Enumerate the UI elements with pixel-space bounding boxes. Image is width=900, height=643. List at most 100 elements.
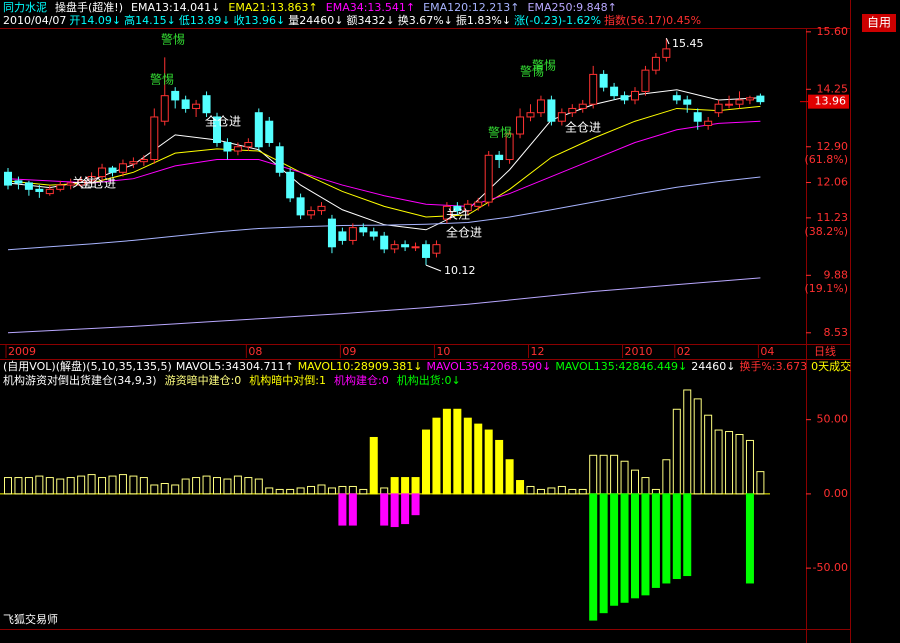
indicator-bar bbox=[610, 493, 619, 606]
x-tick-label: 2010 bbox=[625, 345, 653, 358]
candle-body bbox=[77, 180, 86, 186]
indicator-bar bbox=[505, 459, 514, 495]
quote-item: 低13.89↓ bbox=[179, 14, 231, 27]
candle-body bbox=[192, 103, 201, 109]
indicator-bar bbox=[348, 493, 357, 526]
indicator-bar bbox=[651, 493, 660, 588]
x-tick-label: 09 bbox=[342, 345, 356, 358]
indicator-bar bbox=[474, 423, 483, 495]
ma-readout: EMA13:14.041↓ bbox=[131, 1, 220, 14]
candle-body bbox=[578, 103, 587, 109]
candle-body bbox=[432, 244, 441, 254]
indicator-bar bbox=[557, 485, 566, 495]
indicator-bar bbox=[453, 408, 462, 495]
indicator-bar bbox=[275, 488, 284, 495]
indicator-bar bbox=[516, 480, 525, 495]
candle-body bbox=[484, 154, 493, 203]
candle-body bbox=[672, 95, 681, 101]
indicator-bar bbox=[202, 475, 211, 495]
candle-body bbox=[474, 201, 483, 207]
candle-body bbox=[254, 112, 263, 148]
signal-label: 全仓进 bbox=[565, 120, 601, 135]
quote-item: 换3.67%↓ bbox=[398, 13, 453, 27]
candle-body bbox=[4, 171, 12, 186]
ma-line bbox=[7, 105, 761, 218]
indicator-bar bbox=[87, 474, 96, 495]
vol-readout: MAVOL35:42068.590↓ bbox=[427, 360, 552, 373]
indicator-bar bbox=[714, 429, 723, 495]
signal-label: 关注 bbox=[446, 207, 470, 222]
vol-readout: 0天成交 bbox=[811, 359, 851, 373]
candle-body bbox=[756, 95, 765, 103]
x-tick-label: 10 bbox=[436, 345, 450, 358]
indicator-bar bbox=[411, 477, 420, 495]
indicator-name: 操盘手(超准!) bbox=[55, 0, 123, 14]
indicator-bar bbox=[620, 493, 629, 603]
y-tick-label: 9.88 bbox=[824, 268, 849, 281]
candle-body bbox=[24, 182, 33, 190]
indicator-bar bbox=[254, 478, 263, 495]
indicator-bar bbox=[66, 477, 75, 495]
candle-body bbox=[45, 188, 54, 195]
indicator-bar bbox=[693, 398, 702, 495]
indicator-bar bbox=[160, 483, 169, 495]
extreme-pointer bbox=[425, 264, 442, 272]
quote-item: 涨(-0.23)-1.62% bbox=[514, 14, 601, 27]
candle-body bbox=[108, 167, 117, 173]
candle-body bbox=[213, 116, 221, 144]
indicator-bar bbox=[359, 488, 368, 495]
mode-label[interactable]: 自用 bbox=[867, 16, 891, 30]
indicator-bar bbox=[568, 488, 577, 495]
candle-body bbox=[390, 244, 399, 250]
indicator-bar bbox=[139, 477, 148, 495]
candle-body bbox=[683, 99, 692, 105]
indicator-bar bbox=[725, 431, 734, 495]
indicator-bar bbox=[735, 434, 744, 495]
signal-label: 全仓进 bbox=[205, 114, 241, 129]
extreme-pointer bbox=[665, 38, 670, 45]
legend-entry: 游资暗中建仓:0 bbox=[165, 373, 242, 387]
y-tick-label: 11.23 bbox=[817, 211, 849, 224]
indicator-bar bbox=[317, 484, 326, 495]
vol-readout: (自用VOL)(解盘)(5,10,35,135,5) bbox=[3, 359, 172, 373]
candle-body bbox=[129, 161, 138, 165]
indicator-bar bbox=[244, 477, 253, 495]
mode-box[interactable] bbox=[862, 14, 896, 32]
candle-body bbox=[286, 171, 295, 199]
candle-body bbox=[704, 120, 713, 126]
extreme-label: 10.12 bbox=[444, 264, 476, 277]
indicator-bar bbox=[286, 488, 295, 495]
indicator-bar bbox=[192, 477, 201, 495]
indicator-bar bbox=[442, 408, 451, 495]
indicator-bar bbox=[484, 429, 493, 495]
signal-label: 关注 bbox=[72, 175, 96, 190]
indicator-bar bbox=[578, 488, 587, 495]
candle-body bbox=[453, 205, 462, 212]
quote-item: 2010/04/07 bbox=[3, 14, 66, 27]
indicator-bar bbox=[4, 477, 12, 495]
frame bbox=[0, 0, 851, 643]
legend-entry: 机构出货:0↓ bbox=[397, 373, 461, 387]
y-tick-label: 0.00 bbox=[824, 487, 849, 500]
candle-body bbox=[526, 112, 535, 118]
candle-body bbox=[56, 184, 65, 190]
candle-body bbox=[568, 107, 577, 114]
indicator-bar bbox=[536, 488, 545, 495]
candle-body bbox=[651, 56, 660, 71]
candle-body bbox=[327, 218, 336, 248]
indicator-bar bbox=[599, 493, 608, 614]
quote-item: 振1.83%↓ bbox=[456, 13, 511, 27]
candle-body bbox=[411, 246, 420, 249]
ratio-label: (19.1%) bbox=[804, 282, 848, 295]
indicator-bar bbox=[495, 439, 504, 495]
candle-body bbox=[369, 231, 378, 237]
candle-body bbox=[118, 163, 127, 173]
indicator-bar bbox=[14, 477, 23, 495]
candle-body bbox=[233, 146, 242, 152]
legend-entry: 机构暗中对倒:1 bbox=[249, 373, 326, 387]
indicator-bar bbox=[631, 493, 639, 599]
quote-item: 高14.15↓ bbox=[124, 13, 176, 27]
indicator-bar bbox=[338, 493, 347, 526]
